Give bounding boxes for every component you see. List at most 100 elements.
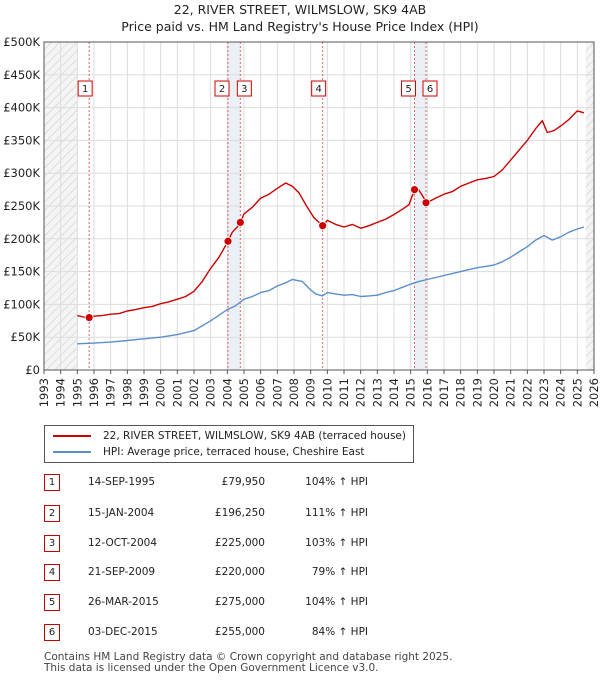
- sale-label-box-5: 5: [401, 80, 416, 97]
- x-tick-label: 2001: [170, 378, 184, 407]
- transaction-row: 1 14-SEP-1995 £79,950 104% ↑ HPI: [0, 474, 600, 494]
- sale-point-6: [421, 198, 431, 208]
- x-tick-label: 2019: [470, 378, 484, 407]
- sale-point-3: [235, 217, 245, 227]
- sale-label-box-4: 4: [311, 80, 327, 97]
- transaction-hpi: 84% ↑ HPI: [311, 626, 368, 638]
- transaction-number: 5: [44, 594, 60, 611]
- sale-point-4: [318, 221, 328, 231]
- transaction-price: £225,000: [214, 537, 265, 549]
- x-tick-label: 2005: [237, 378, 251, 407]
- x-tick-label: 2002: [187, 378, 201, 407]
- sale-label-text: 5: [405, 84, 411, 95]
- legend-swatch-hpi: [53, 451, 91, 453]
- transaction-hpi: 111% ↑ HPI: [305, 507, 368, 519]
- x-tick-label: 1994: [54, 378, 68, 407]
- sale-label-box-3: 3: [236, 80, 252, 97]
- chart-legend: 22, RIVER STREET, WILMSLOW, SK9 4AB (ter…: [44, 425, 414, 463]
- x-tick-label: 2026: [587, 378, 600, 407]
- price-chart: 1 2 3 4 5 6 £0 £50K £100K £150K £200K £250K £300K £3…: [3, 35, 600, 407]
- transaction-number: 3: [44, 535, 60, 552]
- x-tick-label: 2006: [254, 378, 268, 407]
- transaction-price: £79,950: [221, 476, 265, 488]
- legend-label-property: 22, RIVER STREET, WILMSLOW, SK9 4AB (ter…: [103, 430, 406, 442]
- x-tick-label: 2013: [370, 378, 384, 407]
- sale-label-frame: [311, 80, 327, 97]
- x-tick-label: 2011: [337, 378, 351, 407]
- transaction-date: 03-DEC-2015: [88, 626, 158, 638]
- x-tick-label: 2021: [504, 378, 518, 407]
- sale-label-box-1: 1: [77, 80, 93, 97]
- x-tick-label: 2008: [287, 378, 301, 407]
- legend-label-hpi: HPI: Average price, terraced house, Ches…: [103, 446, 365, 458]
- sale-point-2: [223, 236, 233, 246]
- y-tick-label: £0: [25, 363, 40, 377]
- plot-frame: [43, 41, 595, 371]
- transaction-price: £196,250: [214, 507, 265, 519]
- x-tick-label: 1996: [87, 378, 101, 407]
- transaction-date: 12-OCT-2004: [88, 537, 157, 549]
- transaction-price: £255,000: [214, 626, 265, 638]
- x-tick-label: 2024: [554, 378, 568, 407]
- legend-item-property: 22, RIVER STREET, WILMSLOW, SK9 4AB (ter…: [53, 428, 406, 444]
- property-series-line: [77, 110, 585, 319]
- x-tick-label: 2015: [404, 378, 418, 407]
- legend-item-hpi: HPI: Average price, terraced house, Ches…: [53, 444, 365, 460]
- transaction-number: 4: [44, 564, 60, 581]
- transaction-number: 2: [44, 505, 60, 522]
- sale-label-text: 6: [427, 84, 433, 95]
- transaction-row: 4 21-SEP-2009 £220,000 79% ↑ HPI: [0, 564, 600, 584]
- x-tick-label: 2000: [154, 378, 168, 407]
- y-tick-label: £350K: [3, 133, 40, 147]
- y-tick-label: £300K: [3, 166, 40, 180]
- sale-label-frame: [236, 80, 252, 97]
- x-tick-label: 2012: [354, 378, 368, 407]
- transaction-row: 2 15-JAN-2004 £196,250 111% ↑ HPI: [0, 505, 600, 525]
- transaction-number: 1: [44, 474, 60, 491]
- transaction-row: 5 26-MAR-2015 £275,000 104% ↑ HPI: [0, 594, 600, 614]
- sale-label-frame: [77, 80, 93, 97]
- y-tick-label: £400K: [3, 101, 40, 115]
- hpi-series-line: [77, 226, 585, 345]
- transaction-date: 14-SEP-1995: [88, 476, 156, 488]
- x-tick-label: 2009: [304, 378, 318, 407]
- chart-title-line-1: 22, RIVER STREET, WILMSLOW, SK9 4AB: [173, 2, 427, 17]
- transaction-row: 6 03-DEC-2015 £255,000 84% ↑ HPI: [0, 624, 600, 644]
- transaction-hpi: 104% ↑ HPI: [305, 476, 368, 488]
- sale-label-box-2: 2: [214, 80, 230, 97]
- sale-label-frame: [214, 80, 230, 97]
- y-tick-label: £150K: [3, 265, 40, 279]
- x-tick-label: 2010: [320, 378, 334, 407]
- sale-label-text: 1: [82, 84, 88, 95]
- transaction-price: £220,000: [214, 566, 265, 578]
- transaction-price: £275,000: [214, 596, 265, 608]
- x-tick-label: 2020: [487, 378, 501, 407]
- footer-copyright: Contains HM Land Registry data © Crown c…: [44, 651, 453, 663]
- sale-point-5: [410, 185, 419, 195]
- x-tick-label: 2007: [270, 378, 284, 407]
- x-tick-label: 2016: [420, 378, 434, 407]
- x-tick-label: 2014: [387, 378, 401, 407]
- sale-label-frame: [401, 80, 416, 97]
- sale-point-1: [84, 313, 94, 322]
- legend-swatch-property: [53, 435, 91, 437]
- x-tick-label: 1998: [120, 378, 134, 407]
- transaction-date: 21-SEP-2009: [88, 566, 156, 578]
- y-tick-label: £450K: [3, 68, 40, 82]
- x-tick-label: 2004: [220, 378, 234, 407]
- transaction-hpi: 104% ↑ HPI: [305, 596, 368, 608]
- x-tick-label: 1993: [37, 378, 51, 407]
- transaction-row: 3 12-OCT-2004 £225,000 103% ↑ HPI: [0, 535, 600, 555]
- x-tick-label: 1995: [70, 378, 84, 407]
- transaction-number: 6: [44, 624, 60, 641]
- transaction-date: 15-JAN-2004: [88, 507, 155, 519]
- footer-licence: This data is licensed under the Open Gov…: [44, 662, 379, 674]
- sale-label-frame: [422, 80, 438, 97]
- x-tick-label: 2022: [520, 378, 534, 407]
- y-tick-label: £250K: [3, 199, 40, 213]
- x-tick-label: 2018: [454, 378, 468, 407]
- x-tick-label: 1999: [137, 378, 151, 407]
- x-tick-label: 2017: [437, 378, 451, 407]
- sale-label-text: 3: [241, 84, 247, 95]
- x-tick-label: 1997: [104, 378, 118, 407]
